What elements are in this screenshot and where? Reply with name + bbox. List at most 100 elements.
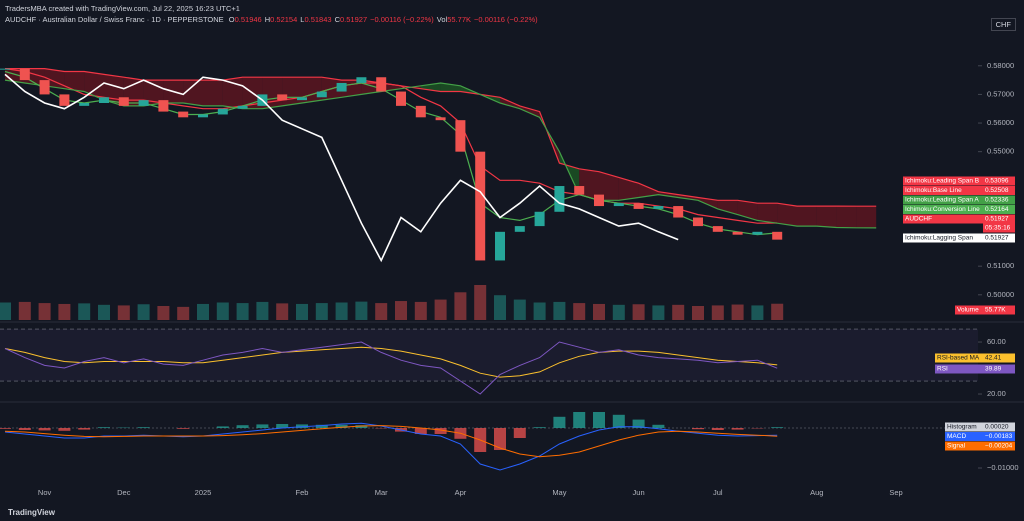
countdown-bg — [983, 223, 1015, 233]
candle — [534, 211, 545, 227]
candle — [0, 68, 10, 70]
x-tick-label: Jun — [633, 488, 645, 497]
volume-bar — [315, 303, 328, 320]
volume-bar — [157, 306, 170, 320]
tag-name: MACD — [947, 433, 966, 440]
tag-value-bg — [983, 195, 1015, 205]
volume-bar — [256, 301, 269, 320]
candle — [594, 194, 604, 207]
cloud — [203, 80, 223, 106]
y-tick-label: 0.51000 — [987, 261, 1014, 270]
indicator-line — [4, 425, 778, 458]
y-tick-label: 0.58000 — [987, 61, 1014, 70]
volume-bar — [454, 292, 467, 320]
volume-bar — [612, 304, 625, 320]
histogram-bar — [513, 428, 526, 438]
tag-value: −0.00183 — [985, 433, 1013, 440]
symbol: AUDCHF · Australian Dollar / Swiss Franc… — [5, 15, 224, 24]
histogram-bar — [216, 426, 229, 428]
x-tick-label: Apr — [455, 488, 467, 497]
volume-bar — [375, 303, 388, 320]
quote-key: C — [334, 15, 340, 24]
histogram-bar — [98, 427, 110, 428]
volume-bar — [771, 303, 784, 320]
cloud — [698, 197, 718, 209]
volume-bar — [18, 301, 31, 320]
rsi-band — [0, 329, 978, 382]
tag-value: 0.52508 — [985, 187, 1009, 194]
candle — [732, 231, 743, 235]
tag-name-bg — [903, 195, 983, 205]
volume-bar — [78, 303, 91, 320]
tag-name: Ichimoku:Leading Span A — [905, 197, 979, 204]
candle — [712, 226, 723, 232]
y-tick-label: 60.00 — [987, 337, 1006, 346]
brand: TradingView — [8, 508, 55, 517]
histogram-bar — [771, 427, 784, 428]
histogram-bar — [18, 428, 31, 430]
y-tick-label: 0.55000 — [987, 147, 1014, 156]
histogram-bar — [38, 428, 51, 431]
histogram-bar — [533, 427, 546, 428]
indicator-line — [4, 70, 778, 236]
histogram-bar — [236, 425, 249, 428]
tag-value-bg — [983, 441, 1015, 451]
histogram-bar — [177, 428, 190, 429]
candle — [752, 231, 763, 235]
histogram-bar — [0, 428, 11, 429]
indicator-line — [5, 68, 877, 207]
tag-name: RSI — [937, 366, 948, 373]
volume-bar — [414, 301, 427, 320]
candle — [138, 100, 149, 106]
histogram-bar — [612, 414, 625, 428]
tag-name-bg — [935, 364, 983, 374]
indicator-line — [4, 422, 778, 471]
candle — [574, 186, 585, 195]
volume-bar — [177, 306, 190, 320]
volume-bar — [137, 304, 150, 320]
candle — [455, 120, 466, 152]
x-tick-label: Sep — [889, 488, 902, 497]
tag-value: 55.77K — [985, 307, 1006, 314]
x-tick-label: Nov — [38, 488, 52, 497]
indicator-line — [4, 68, 778, 224]
volume-bar — [216, 302, 229, 320]
candle — [673, 206, 684, 218]
tag-name-bg — [935, 353, 983, 363]
tag-name-bg — [945, 432, 983, 441]
histogram-bar — [593, 412, 605, 428]
quote-key: L — [300, 15, 305, 24]
candle — [178, 111, 189, 118]
candle — [495, 231, 505, 261]
y-tick-label: 20.00 — [987, 389, 1006, 398]
volume-bar — [711, 305, 724, 320]
credit: TradersMBA created with TradingView.com,… — [5, 4, 240, 13]
tag-name: Ichimoku:Lagging Span — [905, 235, 973, 242]
currency[interactable]: CHF — [990, 18, 1016, 31]
candle — [415, 105, 426, 118]
tag-value: 0.51927 — [985, 235, 1009, 242]
tag-value: 0.51927 — [985, 216, 1009, 223]
histogram-bar — [355, 425, 368, 428]
cloud — [836, 206, 857, 228]
candle — [356, 77, 367, 83]
tag-value-bg — [983, 176, 1015, 186]
tag-name: AUDCHF — [905, 216, 932, 223]
y-tick-label: 0.57000 — [987, 89, 1014, 98]
histogram-bar — [335, 424, 348, 428]
quote-value: 0.51843 — [304, 15, 332, 24]
cloud — [440, 82, 461, 92]
tag-value-bg — [983, 353, 1015, 363]
histogram-bar — [573, 412, 586, 428]
volume-bar — [553, 301, 566, 320]
candle — [59, 94, 70, 106]
volume-bar — [58, 303, 71, 320]
candle — [653, 206, 664, 209]
candle — [217, 108, 228, 115]
tag-value: 0.52336 — [985, 197, 1009, 204]
volume-bar — [236, 303, 249, 320]
candle — [158, 100, 169, 112]
tag-value: 0.00020 — [985, 424, 1009, 431]
tag-value-bg — [983, 432, 1015, 441]
volume-bar — [395, 301, 407, 320]
